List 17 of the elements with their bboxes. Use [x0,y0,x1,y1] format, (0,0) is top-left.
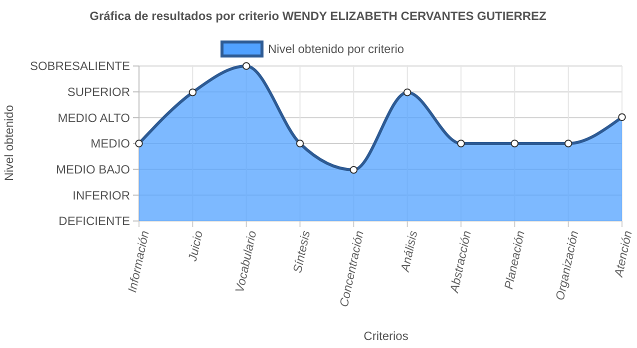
text: MEDIO BAJO [56,162,130,177]
x-tick-label: Atención [611,229,635,280]
text: Nivel obtenido [2,104,16,182]
chart-title: Gráfica de resultados por criterio WENDY ELIZABETH CERVANTES GUTIERREZ [90,9,546,23]
text: SUPERIOR [67,85,130,100]
text: MEDIO [90,136,130,151]
x-tick-label: Juicio [185,229,206,264]
text: INFERIOR [72,188,130,202]
legend-label: Nivel obtenido por criterio [268,42,404,56]
text: MEDIO ALTO [58,110,130,125]
x-tick-label: Análisis [398,229,420,274]
text: DEFICIENTE [58,214,130,228]
x-tick-label: Planeación [501,229,528,290]
text: SOBRESALIENTE [30,59,130,74]
x-axis-title: Criterios [364,329,408,343]
x-tick-label: Síntesis [290,229,313,274]
x-tick-label: Abstracción [446,229,474,295]
